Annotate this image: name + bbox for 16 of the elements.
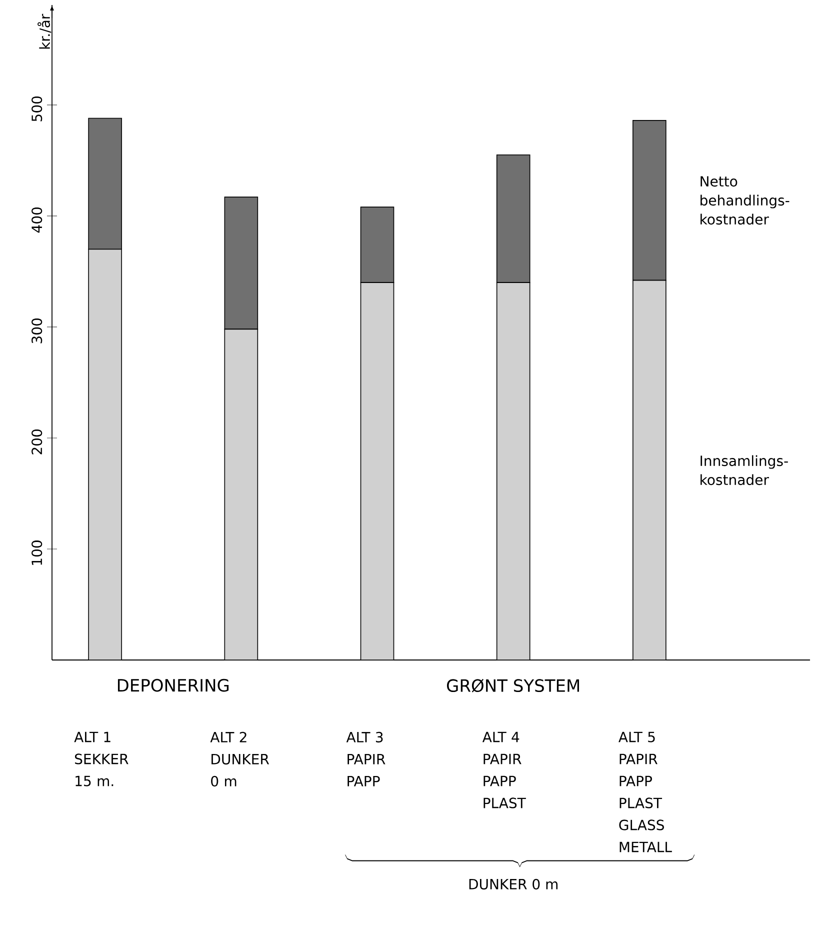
x-tick-label: ALT 5 PAPIR PAPP PLAST GLASS METALL xyxy=(618,732,672,852)
x-tick-label: ALT 4 PAPIR PAPP PLAST xyxy=(482,732,526,808)
y-axis-title: kr./år xyxy=(38,14,52,49)
y-tick-label: 100 xyxy=(32,540,42,565)
x-tick-label: ALT 1 SEKKER 15 m. xyxy=(74,732,128,786)
y-tick-label: 400 xyxy=(32,208,42,233)
text: Innsamlings-kostnader xyxy=(700,455,788,486)
text: GRØNT SYSTEM xyxy=(446,678,579,692)
text: DEPONERING xyxy=(118,678,229,692)
y-tick-label: 200 xyxy=(32,430,42,454)
text: Netto behandlings-kostnader xyxy=(700,176,790,225)
text: DUNKER 0 m xyxy=(469,878,558,890)
x-tick-label: ALT 2 DUNKER 0 m xyxy=(210,732,270,786)
x-tick-label: ALT 3 PAPIR PAPP xyxy=(346,732,386,786)
y-tick-label: 500 xyxy=(32,96,42,122)
y-tick-label: 300 xyxy=(32,318,42,344)
